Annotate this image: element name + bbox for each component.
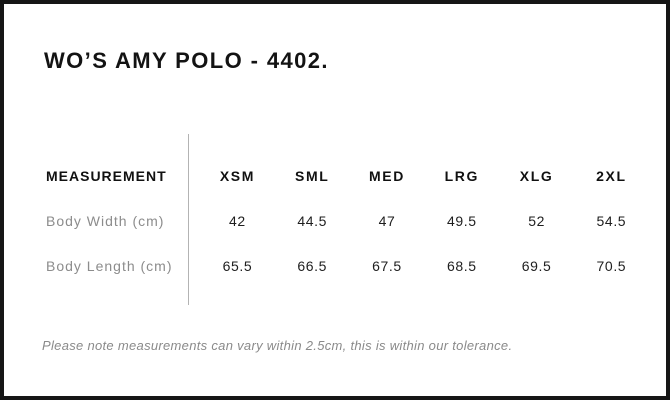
- column-header-sml: SML: [295, 167, 330, 184]
- body-length-value-xlg: 69.5: [521, 257, 552, 274]
- body-width-value-sml: 44.5: [297, 212, 328, 229]
- body-width-value-med: 47: [378, 212, 396, 229]
- body-length-value-sml: 66.5: [297, 257, 328, 274]
- body-length-value-2xl: 70.5: [596, 257, 627, 274]
- table-column-divider: [188, 134, 189, 305]
- column-header-xsm: XSM: [219, 167, 255, 184]
- body-width-value-lrg: 49.5: [446, 212, 477, 229]
- tolerance-note: Please note measurements can vary within…: [42, 338, 513, 353]
- column-header-med: MED: [369, 167, 405, 184]
- body-width-value-xsm: 42: [229, 212, 246, 229]
- body-length-value-xsm: 65.5: [222, 257, 253, 274]
- column-header-measurement: MEASUREMENT: [46, 167, 167, 184]
- body-length-value-med: 67.5: [372, 257, 402, 274]
- page-title: WO’S AMY POLO - 4402.: [44, 48, 329, 73]
- row-label-body-width: Body Width (cm): [46, 212, 165, 229]
- column-header-xlg: XLG: [519, 167, 554, 184]
- column-header-2xl: 2XL: [596, 167, 627, 184]
- body-length-value-lrg: 68.5: [446, 257, 477, 274]
- body-width-value-xlg: 52: [528, 212, 545, 229]
- column-header-lrg: LRG: [444, 167, 479, 184]
- size-table: MEASUREMENT XSM SML MED LRG XLG 2XL Body…: [4, 153, 649, 288]
- body-width-value-2xl: 54.5: [596, 212, 627, 229]
- row-label-body-length: Body Length (cm): [46, 257, 173, 274]
